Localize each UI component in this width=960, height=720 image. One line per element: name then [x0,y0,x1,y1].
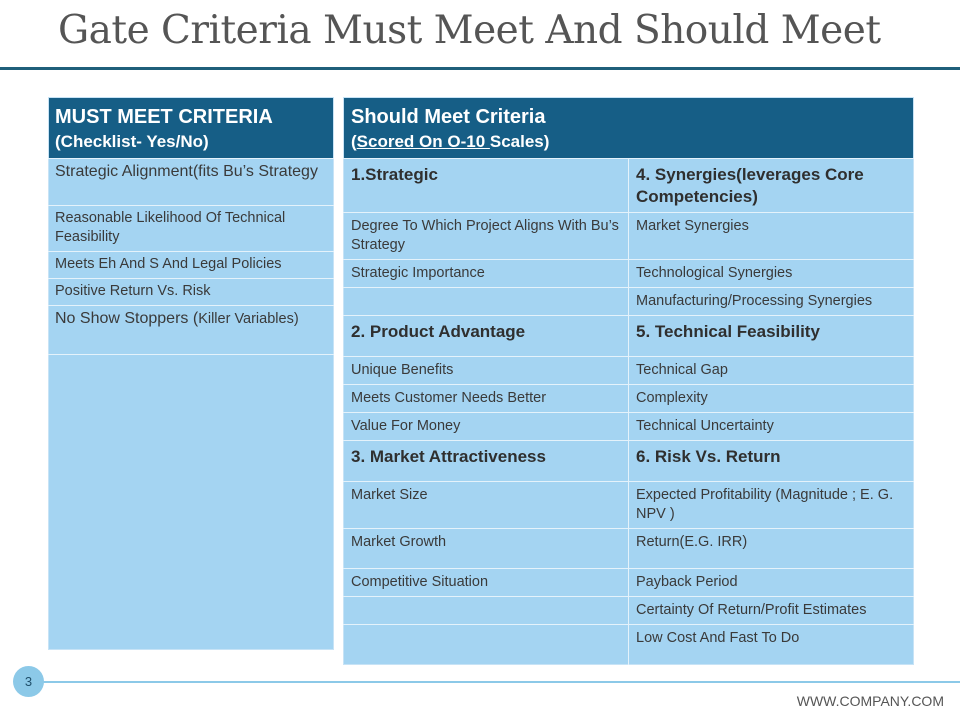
criteria-cell: Manufacturing/Processing Synergies [628,287,914,316]
criteria-cell: Technical Gap [628,356,914,385]
criteria-cell: 5. Technical Feasibility [628,315,914,357]
should-meet-row: Meets Customer Needs Better Complexity [343,384,914,413]
footer-divider [30,681,960,683]
must-meet-item-small: Killer Variables) [198,311,299,327]
criteria-cell: 4. Synergies(leverages Core Competencies… [628,158,914,213]
criteria-cell: Unique Benefits [343,356,629,385]
must-meet-item: Positive Return Vs. Risk [48,278,334,306]
must-meet-empty-row [48,354,334,650]
page-number: 3 [13,666,44,697]
must-meet-header-row: MUST MEET CRITERIA (Checklist- Yes/No) [48,97,334,159]
criteria-cell [343,624,629,665]
criteria-cell: Payback Period [628,568,914,597]
should-meet-row: Market Growth Return(E.G. IRR) [343,528,914,569]
should-meet-row: Low Cost And Fast To Do [343,624,914,665]
criteria-cell: Technical Uncertainty [628,412,914,441]
title-divider [0,67,960,70]
should-meet-row: Degree To Which Project Aligns With Bu’s… [343,212,914,260]
criteria-cell: Strategic Importance [343,259,629,288]
criteria-cell: Degree To Which Project Aligns With Bu’s… [343,212,629,260]
criteria-cell: 1.Strategic [343,158,629,213]
must-meet-item: Reasonable Likelihood Of Technical Feasi… [48,205,334,252]
website-url: WWW.COMPANY.COM [796,693,944,709]
criteria-cell [343,287,629,316]
slide-title: Gate Criteria Must Meet And Should Meet [58,8,881,53]
criteria-cell: Return(E.G. IRR) [628,528,914,569]
criteria-cell: Meets Customer Needs Better [343,384,629,413]
criteria-cell: Value For Money [343,412,629,441]
must-meet-header: MUST MEET CRITERIA (Checklist- Yes/No) [48,97,334,159]
criteria-cell: Market Growth [343,528,629,569]
subtitle-underlined: Scored On O-10 [356,132,490,151]
must-meet-empty-cell [48,354,334,650]
subtitle-close: Scales) [489,132,550,151]
criteria-cell: Complexity [628,384,914,413]
must-meet-row: Meets Eh And S And Legal Policies [48,251,334,279]
criteria-cell: Technological Synergies [628,259,914,288]
should-meet-row: Strategic Importance Technological Syner… [343,259,914,288]
should-meet-subtitle: (Scored On O-10 Scales) [351,130,907,154]
must-meet-item-main: No Show Stoppers ( [55,310,199,327]
criteria-cell [343,596,629,625]
criteria-cell: Certainty Of Return/Profit Estimates [628,596,914,625]
criteria-cell: 2. Product Advantage [343,315,629,357]
should-meet-row: Market Size Expected Profitability (Magn… [343,481,914,529]
criteria-cell: 3. Market Attractiveness [343,440,629,482]
should-meet-row: Value For Money Technical Uncertainty [343,412,914,441]
criteria-cell: Competitive Situation [343,568,629,597]
should-meet-title: Should Meet Criteria [351,106,546,128]
criteria-cell: Expected Profitability (Magnitude ; E. G… [628,481,914,529]
must-meet-row: Positive Return Vs. Risk [48,278,334,306]
must-meet-table: MUST MEET CRITERIA (Checklist- Yes/No) S… [48,97,334,650]
should-meet-row: Manufacturing/Processing Synergies [343,287,914,316]
criteria-cell: Market Size [343,481,629,529]
must-meet-row: No Show Stoppers (Killer Variables) [48,305,334,355]
should-meet-header: Should Meet Criteria (Scored On O-10 Sca… [343,97,914,159]
must-meet-item: No Show Stoppers (Killer Variables) [48,305,334,355]
must-meet-item: Strategic Alignment(fits Bu’s Strategy [48,158,334,206]
must-meet-row: Strategic Alignment(fits Bu’s Strategy [48,158,334,206]
should-meet-header-row: Should Meet Criteria (Scored On O-10 Sca… [343,97,914,159]
should-meet-table: Should Meet Criteria (Scored On O-10 Sca… [343,97,914,665]
must-meet-row: Reasonable Likelihood Of Technical Feasi… [48,205,334,252]
subtitle-open: ( [351,132,357,151]
must-meet-subtitle: (Checklist- Yes/No) [55,132,209,151]
criteria-cell: Market Synergies [628,212,914,260]
should-meet-category-row: 1.Strategic 4. Synergies(leverages Core … [343,158,914,213]
criteria-cell: 6. Risk Vs. Return [628,440,914,482]
must-meet-title: MUST MEET CRITERIA [55,106,273,128]
should-meet-row: Competitive Situation Payback Period [343,568,914,597]
should-meet-row: Certainty Of Return/Profit Estimates [343,596,914,625]
should-meet-category-row: 3. Market Attractiveness 6. Risk Vs. Ret… [343,440,914,482]
should-meet-row: Unique Benefits Technical Gap [343,356,914,385]
must-meet-item: Meets Eh And S And Legal Policies [48,251,334,279]
should-meet-category-row: 2. Product Advantage 5. Technical Feasib… [343,315,914,357]
criteria-cell: Low Cost And Fast To Do [628,624,914,665]
